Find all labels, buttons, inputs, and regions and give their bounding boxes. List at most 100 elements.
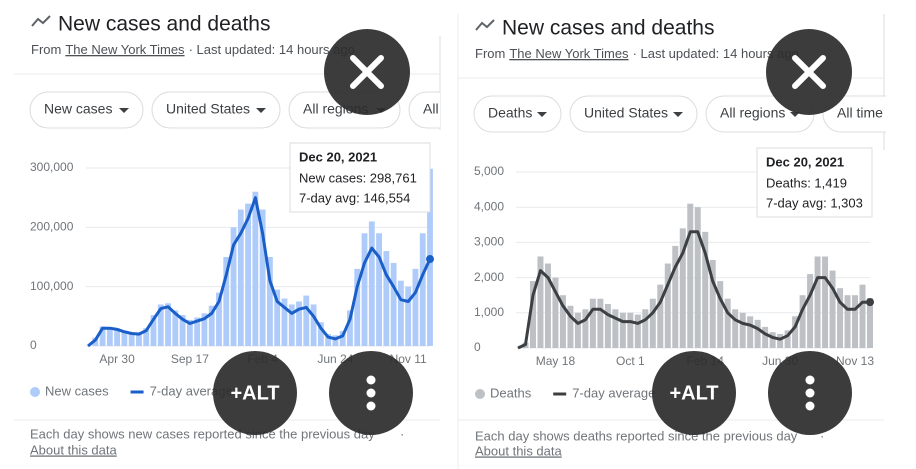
filter-pill[interactable]	[569, 95, 698, 133]
menu-dot	[805, 388, 815, 398]
bar	[792, 316, 799, 348]
bar	[165, 303, 171, 346]
panel: New cases and deaths From The New York Tim…	[14, 13, 509, 457]
filter-label: All time	[837, 105, 883, 121]
bar	[259, 209, 266, 346]
source-line: From The New York Times · Last updated: 14…	[475, 46, 799, 61]
bar	[339, 331, 346, 346]
source-prefix: From	[31, 42, 61, 57]
bar	[361, 233, 368, 346]
bar	[143, 328, 150, 346]
filter-label: New cases	[44, 101, 112, 117]
bar	[822, 256, 829, 348]
bar	[649, 298, 656, 348]
tooltip	[756, 147, 873, 218]
menu-dot	[805, 401, 815, 411]
bar	[657, 284, 664, 348]
source-link[interactable]: The New York Times	[509, 46, 629, 61]
legend-label: Deaths	[490, 385, 532, 400]
dropdown-arrow	[537, 112, 547, 117]
filter-label: All regions	[720, 105, 785, 121]
source-link[interactable]: The New York Times	[65, 42, 185, 57]
bar	[303, 295, 310, 346]
bar	[106, 327, 113, 346]
dropdown-arrow	[119, 108, 129, 113]
title: New cases and deaths	[58, 13, 270, 36]
bar	[310, 304, 317, 346]
bar	[837, 288, 844, 348]
bar	[552, 277, 559, 348]
alt-button[interactable]	[213, 351, 297, 435]
bar	[529, 281, 536, 348]
bar	[559, 295, 566, 348]
bar	[368, 221, 375, 346]
y-tick-label: 0	[474, 340, 481, 354]
bar	[762, 326, 769, 348]
bar	[194, 317, 201, 346]
bar	[383, 251, 390, 346]
filter-pill[interactable]	[822, 95, 916, 133]
end-dot	[866, 298, 874, 307]
bar	[99, 326, 106, 346]
trend-icon	[31, 15, 51, 27]
bar	[317, 322, 324, 346]
filter-pill[interactable]	[151, 91, 281, 129]
menu-dot	[805, 375, 815, 385]
bar	[739, 312, 746, 348]
y-tick-label: 3,000	[474, 235, 504, 249]
bar	[267, 257, 273, 346]
footer-sep: ·	[820, 428, 824, 443]
filter-pill[interactable]	[473, 95, 562, 133]
bar	[136, 332, 142, 346]
bar	[128, 332, 135, 346]
filter-label: All time	[423, 101, 469, 117]
bar	[754, 319, 761, 348]
bar	[179, 315, 186, 346]
filter-label: United States	[584, 105, 668, 121]
bar	[376, 233, 382, 346]
about-link[interactable]: About this data	[475, 443, 562, 458]
bar	[687, 203, 694, 348]
y-tick-label: 4,000	[474, 199, 504, 213]
bar	[597, 298, 604, 348]
tooltip-line: 7-day avg: 146,554	[299, 190, 410, 205]
filter-pill[interactable]	[408, 91, 509, 129]
bar	[702, 231, 709, 348]
bar	[784, 330, 791, 348]
legend-swatch	[30, 387, 40, 397]
bar	[245, 203, 251, 346]
bar	[777, 333, 784, 348]
alt-label: +ALT	[669, 382, 718, 404]
bar	[412, 268, 419, 346]
filter-pill[interactable]	[29, 91, 144, 129]
bar	[397, 280, 404, 346]
bar	[216, 292, 222, 346]
close-icon	[792, 55, 826, 89]
bar	[281, 298, 288, 346]
bar	[769, 332, 776, 348]
y-tick-label: 100,000	[30, 279, 74, 293]
bar	[332, 335, 339, 346]
bar	[724, 298, 731, 348]
source-prefix: From	[475, 46, 505, 61]
bar	[347, 310, 353, 346]
bar	[679, 228, 686, 348]
tooltip-date: Dec 20, 2021	[299, 149, 377, 164]
avg-line	[517, 230, 871, 350]
source-line: From The New York Times · Last updated: 14…	[31, 42, 355, 57]
bar	[172, 310, 179, 346]
bar	[390, 262, 397, 346]
alt-button[interactable]	[652, 351, 736, 435]
bar	[150, 315, 157, 346]
bar	[844, 295, 851, 348]
bar	[814, 256, 821, 348]
about-link[interactable]: About this data	[30, 442, 117, 457]
filter-label: Deaths	[488, 105, 532, 121]
bar	[574, 312, 581, 348]
legend-swatch	[475, 389, 485, 399]
title: New cases and deaths	[502, 17, 714, 40]
bar	[252, 191, 259, 346]
bar	[537, 256, 544, 348]
bar	[747, 316, 754, 348]
y-tick-label: 5,000	[474, 164, 504, 178]
